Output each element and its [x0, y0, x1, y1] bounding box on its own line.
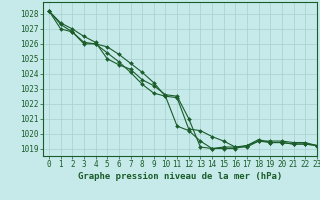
X-axis label: Graphe pression niveau de la mer (hPa): Graphe pression niveau de la mer (hPa): [78, 172, 282, 181]
